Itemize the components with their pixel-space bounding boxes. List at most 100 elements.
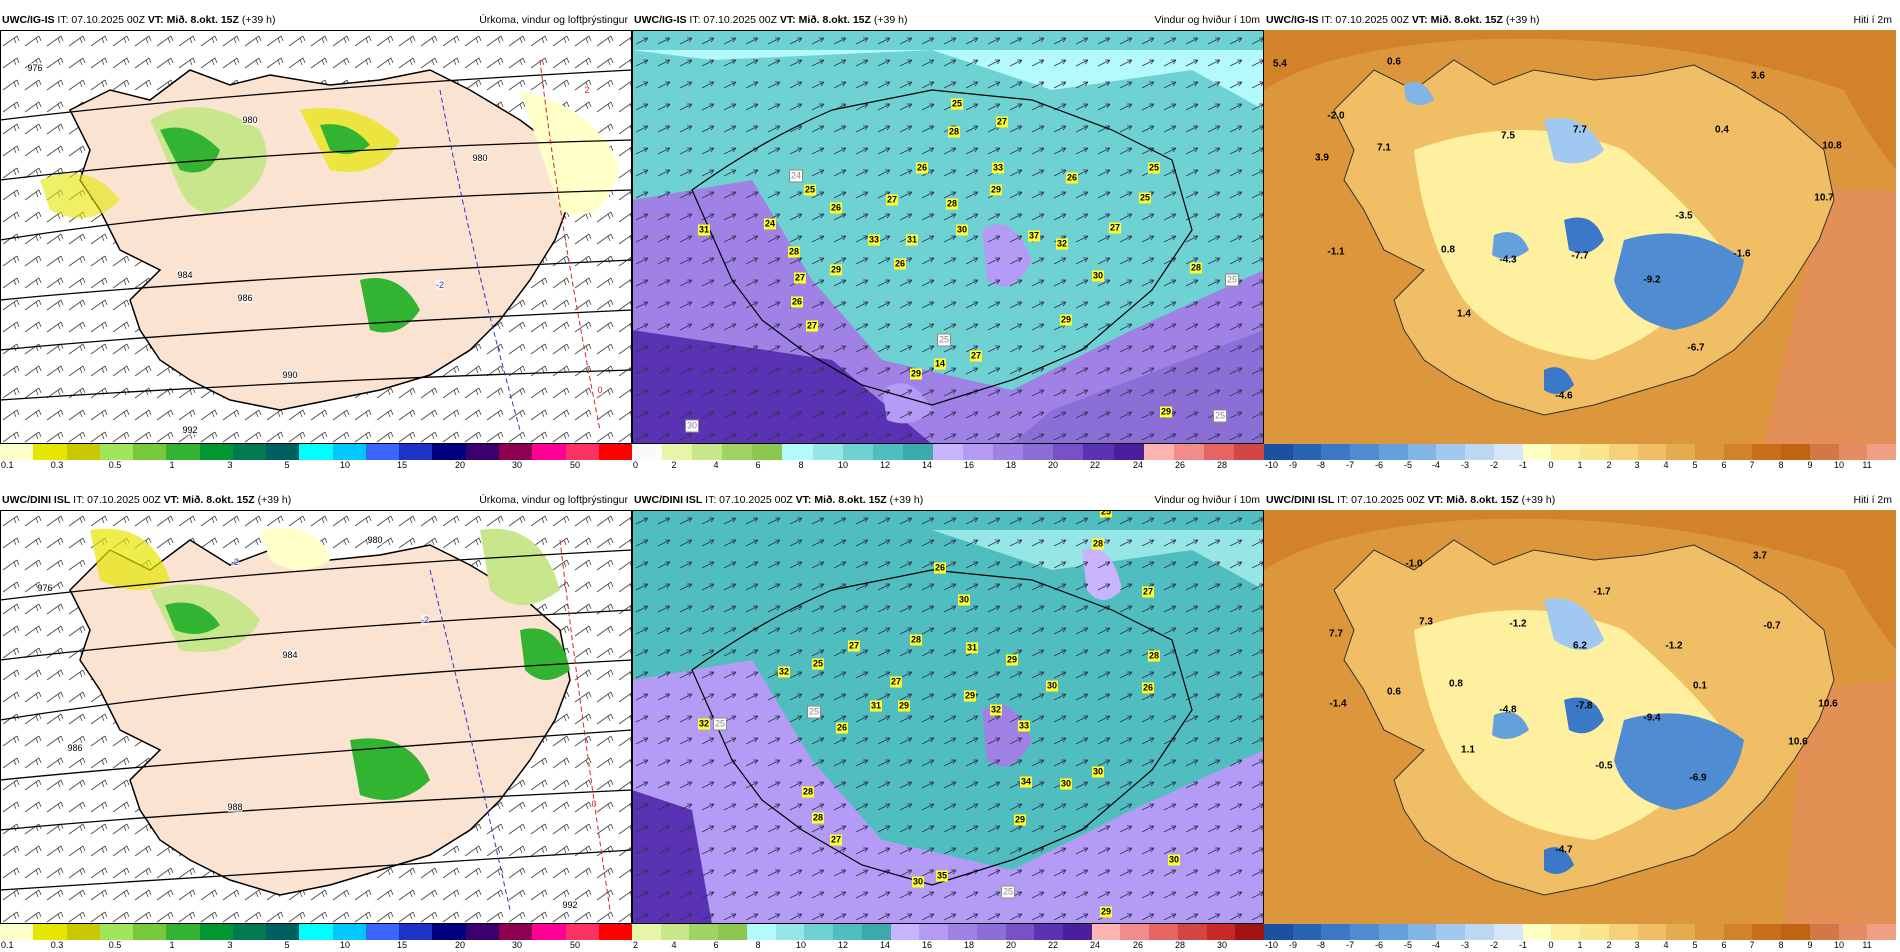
wind-speed-label: 35 (935, 870, 949, 882)
colorbar-swatch (232, 924, 267, 940)
wind-speed-label: 30 (1045, 680, 1059, 692)
colorbar-swatch (976, 924, 1006, 940)
colorbar-swatch (465, 924, 499, 940)
wind-speed-label: 33 (1017, 720, 1031, 732)
wind-map-svg (632, 510, 1264, 924)
colorbar (0, 924, 633, 940)
init-time: IT: 07.10.2025 00Z (73, 494, 161, 506)
temperature-label: 3.7 (1753, 550, 1767, 562)
colorbar-swatch (199, 924, 233, 940)
colorbar-tick-label: 6 (755, 460, 761, 470)
colorbar-tick-label: 6 (1721, 940, 1727, 950)
colorbar-tick-label: 1 (169, 460, 175, 470)
temperature-label: 0.6 (1387, 56, 1401, 68)
colorbar-swatch (1063, 924, 1092, 940)
colorbar-swatch (1264, 444, 1293, 460)
wind-speed-label: 29 (1099, 906, 1113, 918)
temperature-label: -0.7 (1763, 620, 1781, 632)
colorbar-tick-label: 0.1 (1, 940, 14, 950)
colorbar-tick-label: 8 (798, 460, 804, 470)
panel-title: Úrkoma, vindur og loftþrýstingur (479, 494, 628, 506)
wind-speed-label: 28 (787, 246, 801, 258)
isobar-label: 976 (27, 63, 43, 73)
wind-speed-label: 29 (1013, 814, 1027, 826)
colorbar-swatch (1781, 444, 1810, 460)
wind-speed-label: 30 (911, 876, 925, 888)
colorbar-swatch (565, 444, 599, 460)
colorbar-swatch (1752, 924, 1782, 940)
temperature-label: -0.5 (1595, 760, 1613, 772)
temperature-label: 7.3 (1419, 616, 1433, 628)
colorbar-tick-label: 3 (1634, 460, 1640, 470)
colorbar-swatch (1522, 444, 1552, 460)
wind-speed-label: 25 (811, 658, 825, 670)
colorbar-swatch (1580, 924, 1609, 940)
precip-map[interactable]: 976 980 984 986 990 992 980 2 -2 0 (0, 30, 632, 444)
colorbar-tick-label: 1 (1577, 460, 1583, 470)
wind-speed-label: 32 (777, 666, 791, 678)
colorbar-tick-label: 20 (1005, 940, 1017, 950)
colorbar-swatch (498, 924, 533, 940)
temperature-map[interactable]: -1.0 3.7 7.7 7.3 -1.2 -1.7 -0.7 6.2 -1.2… (1264, 510, 1896, 924)
colorbar-swatch (1608, 924, 1638, 940)
colorbar-tick-label: 0.3 (50, 940, 64, 950)
colorbar-tick-label: 9 (1807, 460, 1813, 470)
colorbar-swatch (365, 924, 400, 940)
precip-map[interactable]: 980 976 984 986 988 992 -2 -2 0 (0, 510, 632, 924)
wind-speed-label: 27 (995, 116, 1009, 128)
wind-speed-label: 26 (829, 202, 843, 214)
model-name: UWC/DINI ISL (2, 494, 71, 506)
wind-speed-label: 29 (1159, 406, 1173, 418)
valid-time: Mið. 8.okt. 15Z (1430, 14, 1503, 26)
wind-speed-label: 26 (1065, 172, 1079, 184)
valid-time: Mið. 8.okt. 15Z (182, 494, 255, 506)
colorbar-swatch (1838, 444, 1868, 460)
colorbar-ticks: -10 -9 -8 -7 -6 -5 -4 -3 -2 -1 0 1 2 3 4 5 6 7 8 9 10 11 (1264, 940, 1896, 952)
isobar-label: 980 (242, 115, 258, 125)
colorbar-swatch (1321, 444, 1351, 460)
init-time: IT: 07.10.2025 00Z (57, 14, 145, 26)
colorbar-swatch (1723, 924, 1753, 940)
wind-speed-label: 30 (957, 594, 971, 606)
colorbar-tick-label: 4 (713, 460, 719, 470)
colorbar-tick-label: 0 (633, 460, 639, 470)
wind-speed-label: 27 (793, 272, 807, 284)
colorbar-swatch (1695, 924, 1724, 940)
colorbar-swatch (804, 924, 834, 940)
colorbar-swatch (498, 444, 533, 460)
wind-speed-label: 34 (1019, 776, 1033, 788)
colorbar-swatch (662, 444, 693, 460)
colorbar-swatch (1580, 444, 1609, 460)
wind-speed-label: 31 (905, 234, 919, 246)
colorbar-swatch (1378, 444, 1408, 460)
colorbar (632, 444, 1264, 460)
temperature-label: -6.7 (1687, 342, 1705, 354)
colorbar-tick-label: -9 (1288, 460, 1298, 470)
wind-speed-label: 28 (801, 786, 815, 798)
colorbar-tick-label: 3 (1634, 940, 1640, 950)
colorbar-swatch (948, 924, 977, 940)
isobar-label: 980 (367, 535, 383, 545)
colorbar-swatch (1666, 924, 1696, 940)
temperature-label: 3.9 (1315, 152, 1329, 164)
wind-speed-label: 30 (1167, 854, 1181, 866)
colorbar-tick-label: -4 (1431, 940, 1441, 950)
colorbar-tick-label: 26 (1132, 940, 1144, 950)
colorbar-tick-label: -8 (1316, 940, 1326, 950)
init-time: IT: 07.10.2025 00Z (1337, 494, 1425, 506)
wind-speed-label: 28 (1189, 262, 1203, 274)
temperature-map[interactable]: 5.4 0.6 -2.0 3.6 3.9 7.1 7.5 7.7 0.4 10.… (1264, 30, 1896, 444)
colorbar-swatch (1637, 444, 1667, 460)
colorbar-tick-label: 18 (1005, 460, 1017, 470)
wind-speed-label: 28 (947, 126, 961, 138)
wind-map[interactable]: 25 27 26 28 25 33 26 25 24 26 31 24 25 2… (632, 30, 1264, 444)
colorbar-swatch (1292, 924, 1322, 940)
panel-header: UWC/DINI ISL IT: 07.10.2025 00Z VT: Mið.… (0, 490, 632, 510)
colorbar-tick-label: 11 (1862, 460, 1872, 470)
isobar-label: 0 (591, 799, 597, 809)
colorbar-tick-label: 5 (1692, 460, 1698, 470)
colorbar-tick-label: -2 (1489, 460, 1499, 470)
wind-speed-label: 32 (989, 704, 1003, 716)
colorbar-tick-label: -5 (1403, 460, 1413, 470)
wind-map[interactable]: 25 26 28 32 25 26 27 28 25 31 29 27 28 3… (632, 510, 1264, 924)
